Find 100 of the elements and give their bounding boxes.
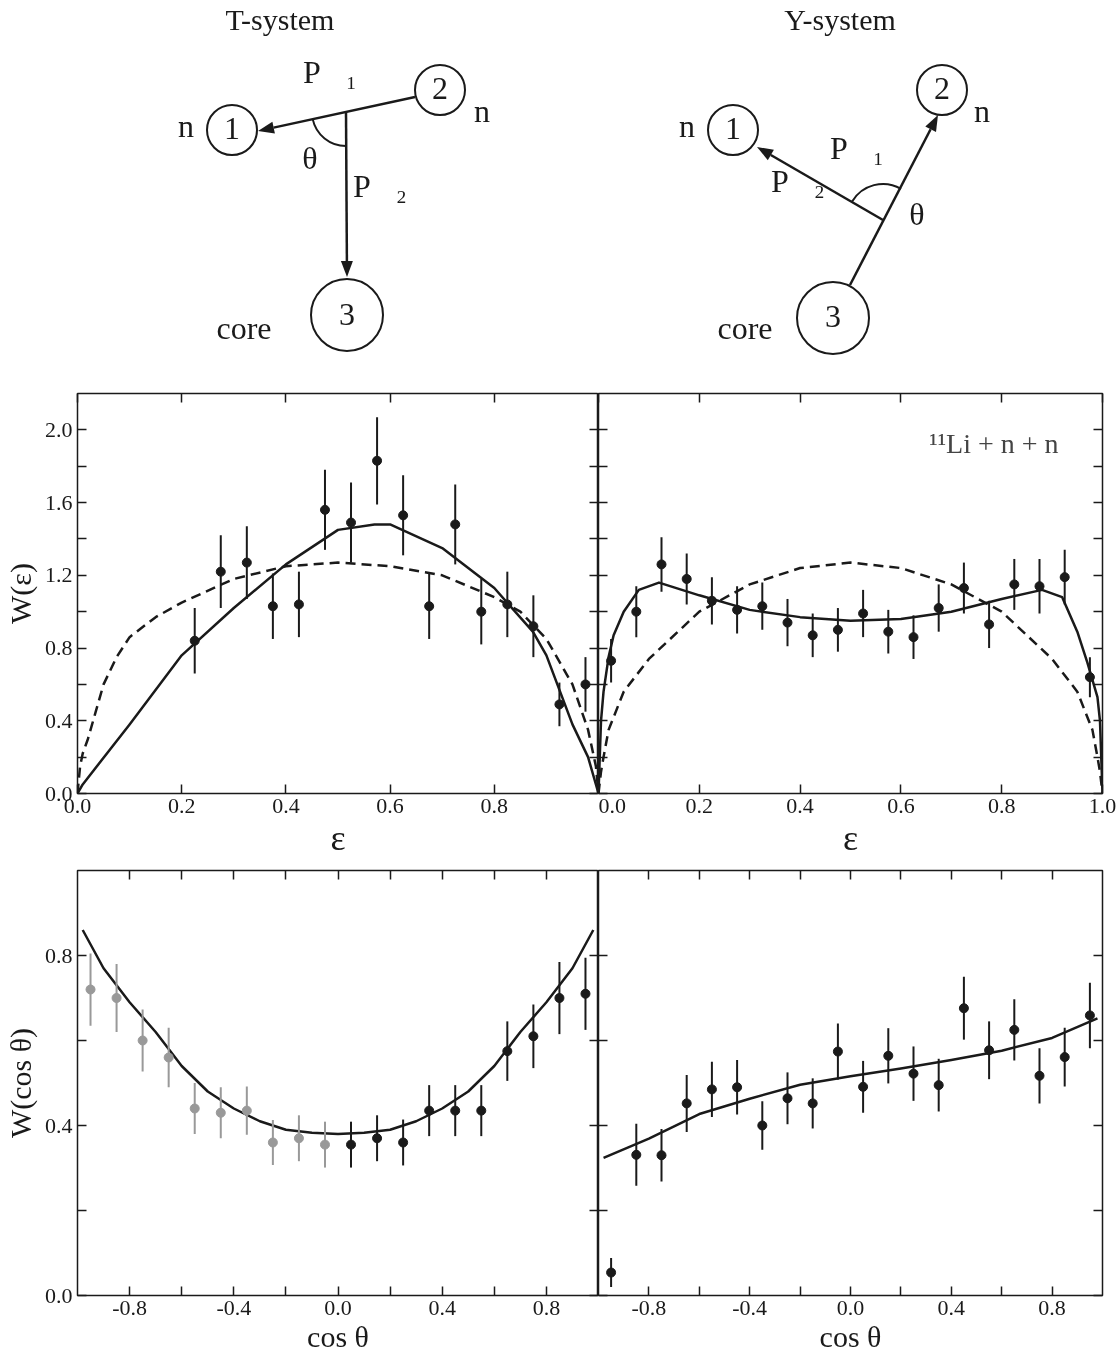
point [958,583,969,594]
point [757,601,768,612]
text: Y-system [784,3,896,36]
point [450,519,461,530]
point [137,1035,148,1046]
point [933,603,944,614]
y-axis-title: W(cos θ) [4,1027,38,1139]
point [606,655,617,666]
point [706,1084,717,1095]
point [606,1267,617,1278]
point [476,606,487,617]
x-tick-label: -0.8 [631,1294,667,1320]
point [319,1139,330,1150]
annotation: ¹¹Li + n + n [929,428,1059,459]
point [832,1046,843,1057]
point [681,1098,692,1109]
y-tick-label: 1.2 [45,562,73,588]
point [398,510,409,521]
x-tick-label: 0.0 [836,1294,865,1320]
point [883,1050,894,1061]
point [807,630,818,641]
point [424,601,435,612]
point [293,1133,304,1144]
text: n [679,108,695,145]
point [782,617,793,628]
point [372,1133,383,1144]
x-axis-title: ε [842,817,859,858]
x-tick-label: -0.4 [732,1294,768,1320]
point [958,1003,969,1014]
text: P⃗₂ [353,168,407,205]
x-tick-label: -0.8 [112,1294,148,1320]
text: P⃗₁ [830,130,884,167]
x-tick-label: 1.0 [1088,792,1117,818]
point [528,1031,539,1042]
x-tick-label: 0.8 [1038,1294,1066,1320]
point [502,1046,513,1057]
point [215,1107,226,1118]
x-axis-title: cos θ [307,1319,369,1353]
x-tick-label: -0.4 [216,1294,252,1320]
text: core [216,310,272,347]
point [372,455,383,466]
point [631,606,642,617]
point [398,1137,409,1148]
point [1009,1024,1020,1035]
y-tick-label: 0.4 [45,1112,73,1138]
x-tick-label: 0.4 [272,792,300,818]
text: core [717,310,773,347]
point [85,984,96,995]
point [1084,672,1095,683]
text: 2 [934,70,950,107]
x-tick-label: 0.0 [324,1294,352,1320]
point [656,1150,667,1161]
point [580,988,591,999]
text: 1 [725,110,741,147]
point [215,566,226,577]
point [732,1082,743,1093]
point [189,1103,200,1114]
point [476,1105,487,1116]
text: T-system [225,3,335,36]
x-tick-label: 0.8 [532,1294,561,1320]
point [782,1093,793,1104]
point [908,1068,919,1079]
text: 3 [339,296,355,333]
point [554,993,565,1003]
point [528,621,539,632]
point [631,1149,642,1160]
point [163,1052,174,1063]
y-tick-label: 2.0 [45,416,73,442]
x-tick-label: 0.4 [786,792,814,818]
x-tick-label: 0.8 [480,792,509,818]
point [984,1045,995,1056]
x-tick-label: 0.8 [987,792,1016,818]
point [346,517,357,528]
point [706,595,717,606]
x-tick-label: 0.4 [428,1294,456,1320]
y-tick-label: 1.6 [45,489,73,515]
y-tick-label: 0.8 [45,635,73,661]
point [832,624,843,635]
x-tick-label: 0.4 [937,1294,966,1320]
text: n [974,93,990,130]
point [346,1139,357,1150]
y-tick-label: 0.4 [45,707,73,733]
text: 3 [825,298,841,335]
point [1059,572,1070,583]
point [241,557,252,568]
point [933,1080,944,1091]
point [883,626,894,637]
point [267,1137,278,1148]
point [656,559,667,570]
text: n [178,108,194,145]
point [1059,1052,1070,1063]
point [502,599,513,610]
point [858,1081,869,1092]
point [1084,1010,1095,1021]
point [1009,579,1020,590]
point [807,1098,818,1109]
text: P⃗₂ [771,163,825,200]
text: θ [909,196,925,233]
point [111,993,122,1003]
point [908,632,919,643]
